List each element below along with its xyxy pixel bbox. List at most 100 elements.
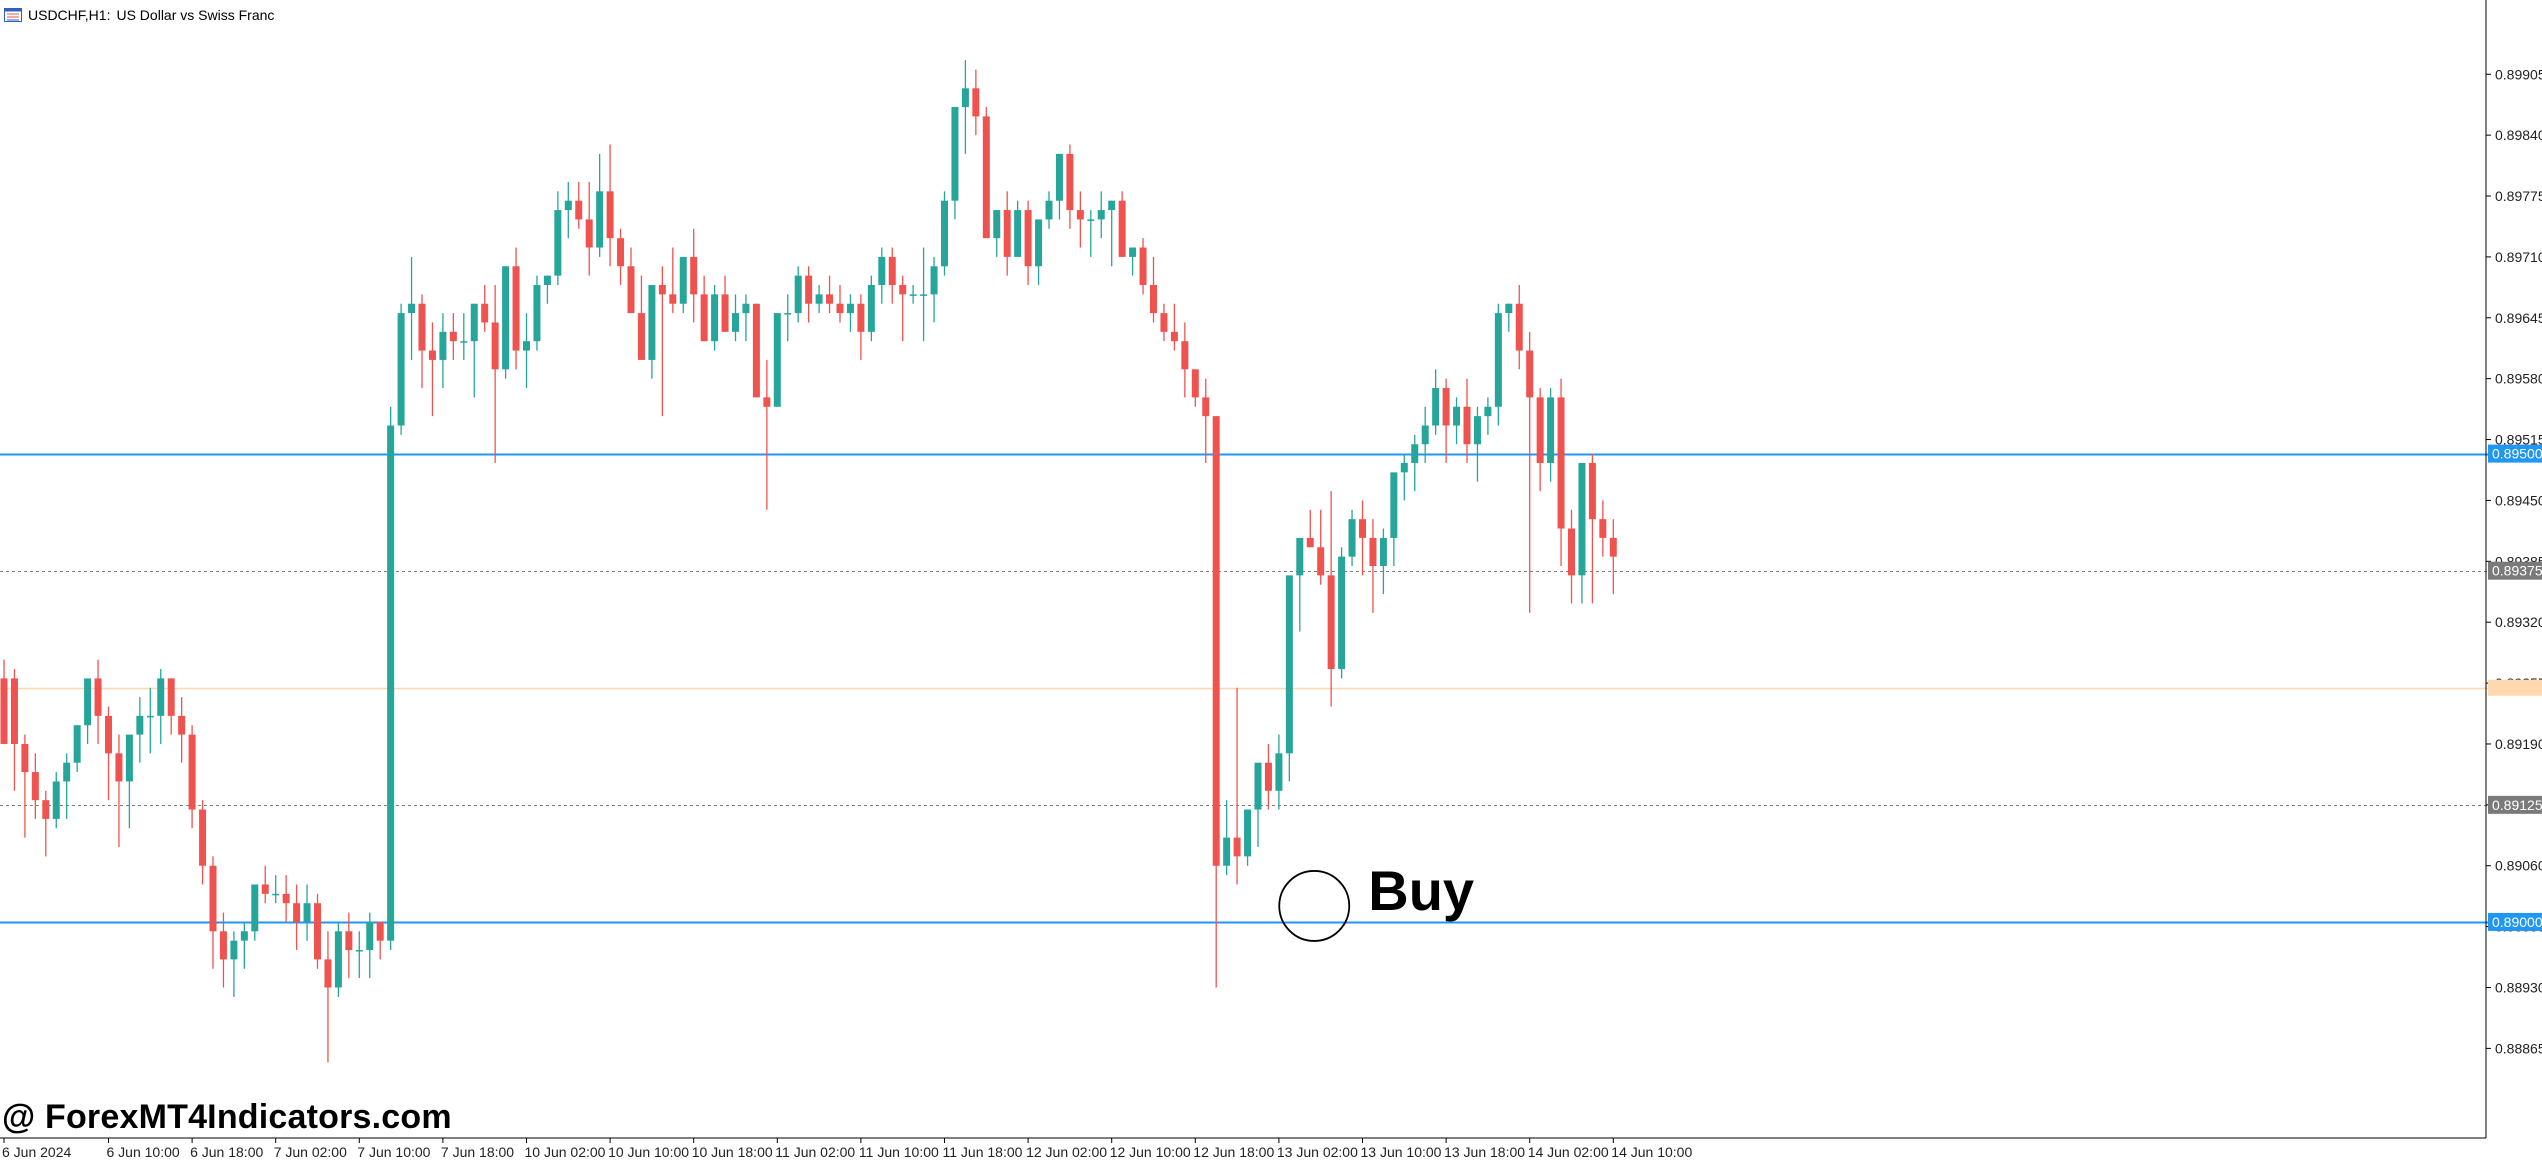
bull-candle [951,107,959,220]
candle-body [878,256,886,285]
candle-body [1390,472,1398,538]
bull-candle [1338,547,1346,679]
time-tick-label: 10 Jun 02:00 [525,1144,606,1160]
candle-body [1526,350,1534,398]
candle-body [240,931,248,941]
candle-body [1035,219,1043,267]
candle-body [21,743,29,773]
bull-candle [1296,537,1304,632]
candle-body [815,294,823,304]
candle-body [261,884,269,894]
candle-body [1055,153,1063,201]
candle-body [334,931,342,988]
candle-body [1568,528,1575,576]
candle-body [1609,537,1617,557]
candle-body [752,303,760,398]
bear-candle [1568,509,1575,604]
candle-body [606,191,614,239]
bull-candle [1275,734,1283,810]
price-tick-label: 0.89840 [2495,127,2542,143]
candle-body [1421,425,1429,445]
bull-candle [564,181,572,239]
bull-candle [596,153,604,257]
bull-candle [1087,210,1095,257]
bear-candle [512,247,520,370]
bear-candle [1150,256,1157,323]
candle-body [637,313,645,360]
candle-body [366,921,374,951]
candle-body [157,678,165,716]
bear-candle [721,275,729,332]
bear-candle [1609,519,1617,595]
candle-body [533,285,541,342]
bear-candle [199,800,207,885]
candle-body [115,753,123,782]
candle-body [1212,416,1220,866]
candle-body [481,303,489,323]
bull-candle [397,303,405,435]
candle-body [554,210,562,276]
candle-body [31,772,39,801]
bull-candle [993,210,1001,257]
bull-candle [773,313,781,407]
candle-body [1202,397,1210,417]
candle-body [73,725,81,763]
bear-candle [115,734,123,847]
bear-candle [575,181,583,229]
candle-body [1129,247,1137,257]
bull-candle [930,256,938,323]
bull-candle [648,285,656,379]
bear-candle [282,875,290,922]
candle-body [826,294,834,304]
price-tick-label: 0.89060 [2495,858,2542,874]
candle-body [188,734,196,810]
bull-candle [1285,575,1293,782]
candle-body [982,116,990,239]
bear-candle [345,912,353,979]
bull-candle [470,303,478,398]
bull-candle [920,247,928,342]
candle-body [345,931,353,951]
candle-body [700,294,708,342]
candle-body [94,678,102,716]
candle-body [167,678,175,716]
bear-candle [178,697,186,763]
bear-candle [1306,509,1314,548]
bull-candle [355,931,363,979]
candle-body [1118,200,1126,257]
bull-candle [460,313,468,360]
time-tick-label: 12 Jun 10:00 [1110,1144,1191,1160]
bull-candle [1348,509,1356,566]
candle-body [1369,537,1377,566]
candle-body [805,275,813,304]
bear-candle [428,322,436,417]
price-tick-label: 0.88865 [2495,1040,2542,1056]
price-tick-label: 0.89710 [2495,249,2542,265]
candle-body [732,313,739,332]
bear-candle [0,659,8,744]
bull-candle [909,285,917,304]
candle-body [1547,397,1555,463]
bull-candle [366,912,374,979]
candle-body [428,350,436,360]
price-tick-label: 0.89580 [2495,371,2542,387]
candle-body [972,88,980,117]
candle-body [951,107,959,201]
price-tick-label: 0.89775 [2495,188,2542,204]
level-price-tag [2488,561,2542,580]
candle-body [711,294,719,342]
bear-candle [10,669,18,791]
bear-candle [669,247,677,314]
candle-body [1306,537,1314,548]
candle-body [199,809,207,866]
candle-body [930,266,938,295]
candle-body [209,865,217,932]
candle-body [105,715,112,754]
bull-candle [1097,191,1105,239]
candle-body [136,715,144,735]
candle-body [230,940,238,960]
level-price-label: 0.89125 [2492,797,2542,813]
bear-candle [188,725,196,829]
candle-body [1254,762,1262,810]
